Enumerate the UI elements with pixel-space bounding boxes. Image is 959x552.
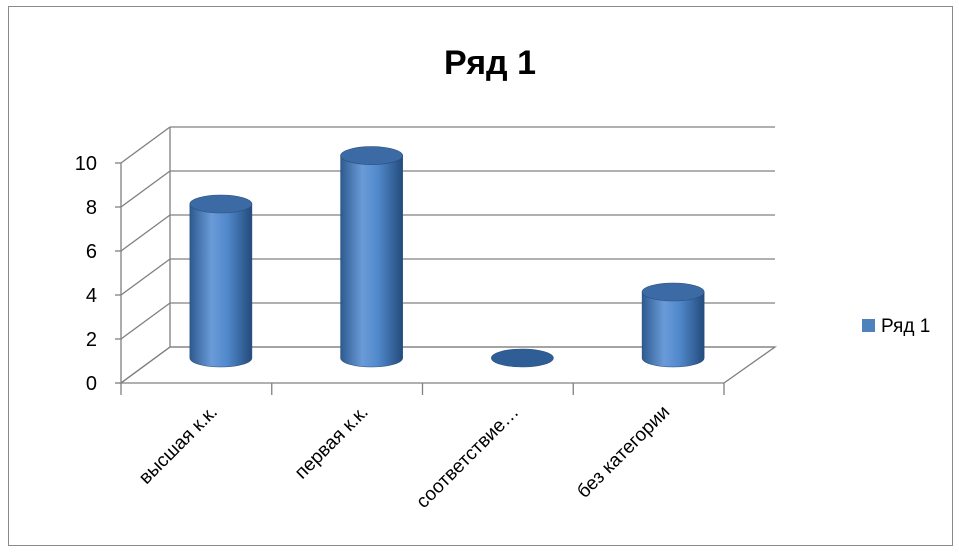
bar-top xyxy=(641,282,705,302)
axes xyxy=(115,127,778,395)
floor xyxy=(119,346,778,384)
bar-2 xyxy=(340,146,403,368)
legend: Ряд 1 xyxy=(862,316,930,337)
x-axis-categories: высшая к.к. первая к.к. соответствие… без к… xyxy=(135,402,674,513)
bar-top xyxy=(491,348,554,368)
chart-title: Ряд 1 xyxy=(444,44,536,82)
bar-body xyxy=(340,155,403,368)
y-tick-label: 6 xyxy=(86,241,97,263)
x-category-label: высшая к.к. xyxy=(135,402,222,489)
gridline-side-4 xyxy=(120,258,171,296)
bar-3 xyxy=(491,348,554,368)
y-tick-label: 2 xyxy=(86,329,97,351)
bar-top xyxy=(189,194,253,214)
legend-label: Ряд 1 xyxy=(881,316,930,337)
gridline-side-8 xyxy=(120,170,171,208)
x-category-label: соответствие… xyxy=(412,402,523,513)
bar-1 xyxy=(189,194,253,368)
bar-top xyxy=(340,146,403,165)
chart-frame xyxy=(8,6,953,546)
bar-body xyxy=(189,203,253,368)
bars xyxy=(189,146,705,368)
gridline-side-2 xyxy=(120,302,171,340)
bar-body xyxy=(641,291,705,368)
gridline-side-6 xyxy=(120,214,171,252)
bar-4 xyxy=(641,282,705,368)
y-tick-label: 8 xyxy=(86,197,97,219)
legend-swatch xyxy=(862,319,875,332)
x-category-label: без категории xyxy=(573,402,674,503)
y-tick-label: 4 xyxy=(86,285,97,307)
y-tick-label: 10 xyxy=(75,153,97,175)
x-category-label: первая к.к. xyxy=(291,402,373,484)
gridline-side-10 xyxy=(120,126,171,164)
y-axis-ticks: 0 2 4 6 8 10 xyxy=(75,153,97,395)
y-tick-label: 0 xyxy=(86,373,97,395)
